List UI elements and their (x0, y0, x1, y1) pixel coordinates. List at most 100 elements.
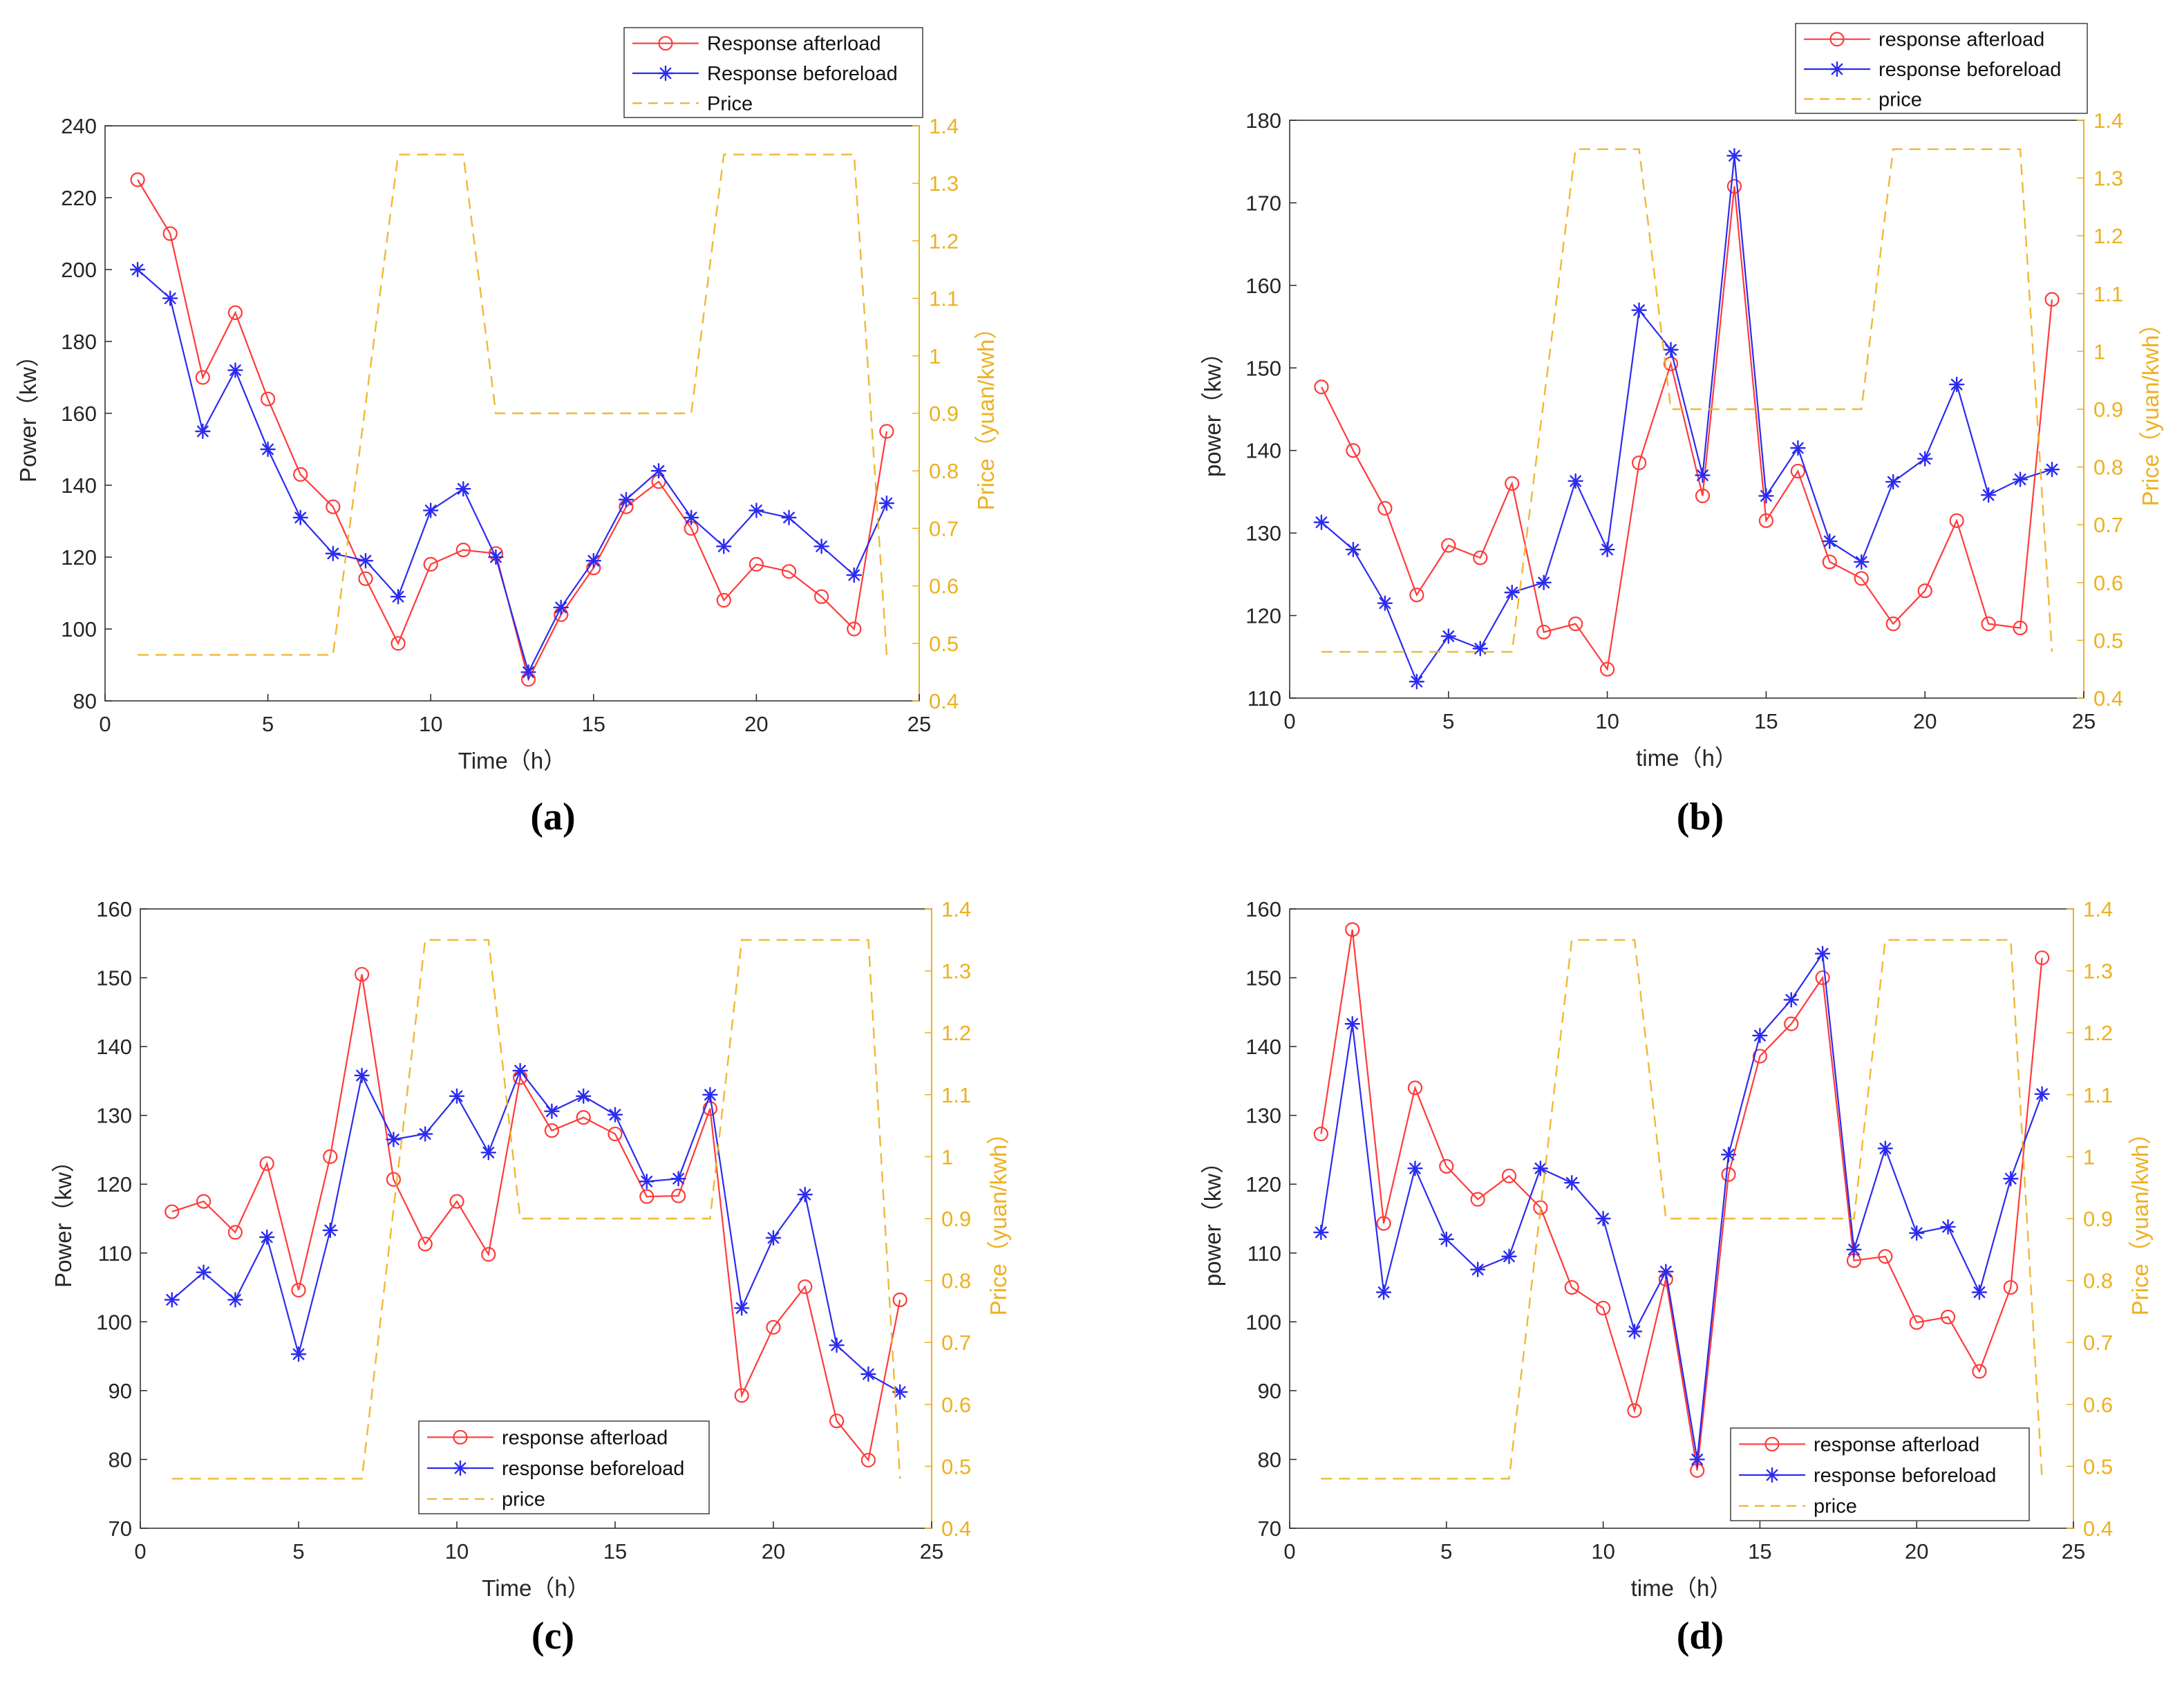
after-series-line (137, 179, 887, 682)
y-tick-label: 180 (1245, 109, 1281, 133)
y-tick-label: 80 (109, 1447, 132, 1472)
after-data-point (1940, 1309, 1956, 1324)
before-data-point (423, 503, 439, 518)
before-data-point (1695, 467, 1711, 483)
after-data-point (196, 1194, 211, 1209)
before-data-point (488, 549, 504, 565)
before-legend-marker (657, 65, 674, 82)
x-tick-label: 10 (445, 1539, 469, 1564)
before-data-point (260, 441, 276, 458)
y2-tick-label: 0.7 (941, 1331, 971, 1355)
before-data-point (1971, 1284, 1988, 1300)
y2-tick-label: 0.6 (2093, 571, 2123, 595)
legend-label: price (1814, 1496, 1857, 1518)
before-data-point (1501, 1248, 1517, 1264)
plot-frame (1289, 120, 2084, 699)
after-data-point (130, 172, 145, 187)
after-series-line (1321, 186, 2053, 672)
y-tick-label: 140 (61, 473, 97, 498)
x-tick-label: 0 (99, 712, 111, 736)
after-data-point (847, 621, 862, 637)
y-tick-label: 120 (1245, 1172, 1281, 1196)
after-data-point (2044, 292, 2060, 307)
y2-tick-label: 0.5 (929, 632, 959, 656)
legend: response afterload response beforeload pri… (1795, 23, 2088, 114)
before-data-point (765, 1230, 782, 1246)
before-data-point (813, 538, 829, 554)
before-series-line (137, 269, 887, 675)
before-data-point (1814, 946, 1831, 961)
after-data-point (716, 592, 731, 608)
before-series-line (171, 1069, 901, 1393)
chart-panel-c: 0 5 10 15 20 25 70 80 90 100 110 120 130 140 150 160 0.4… (50, 897, 1011, 1658)
before-data-point (449, 1088, 465, 1104)
y-tick-label: 90 (1258, 1379, 1281, 1403)
y2-tick-label: 1.1 (941, 1083, 971, 1107)
before-data-point (639, 1174, 655, 1190)
legend-label: response beforeload (1879, 59, 2061, 81)
before-data-point (878, 495, 895, 511)
after-data-point (195, 370, 210, 385)
y-tick-label: 110 (1248, 686, 1281, 711)
x-tick-label: 5 (1442, 709, 1454, 733)
after-series-line (171, 974, 901, 1462)
before-data-point (1752, 1027, 1768, 1044)
x-axis-label: Time（h） (482, 1575, 590, 1601)
x-tick-label: 5 (1440, 1539, 1452, 1564)
y2-tick-label: 1.2 (2093, 224, 2123, 248)
legend: Response afterload Response beforeload Pri… (623, 27, 923, 118)
y-tick-label: 130 (96, 1104, 132, 1128)
x-tick-label: 25 (907, 712, 931, 736)
y-axis-label: power（kw） (1200, 341, 1225, 477)
x-tick-label: 0 (1283, 709, 1295, 733)
before-data-point (860, 1366, 876, 1382)
before-data-point (1344, 1016, 1360, 1032)
y2-tick-label: 1.1 (2083, 1083, 2113, 1107)
y-tick-label: 150 (1245, 966, 1281, 990)
y-tick-label: 160 (1245, 274, 1281, 298)
y-tick-label: 240 (61, 114, 97, 138)
before-data-point (259, 1229, 275, 1246)
after-data-point (1726, 178, 1742, 194)
after-data-point (749, 556, 764, 572)
x-tick-label: 15 (1754, 709, 1778, 733)
after-data-point (1376, 1216, 1391, 1231)
y2-tick-label: 1.3 (2083, 959, 2113, 984)
after-data-point (1313, 1126, 1328, 1142)
chart-panel-d: 0 5 10 15 20 25 70 80 90 100 110 120 130 140 150 160 0.4… (1200, 897, 2153, 1658)
y2-tick-label: 0.6 (2083, 1393, 2113, 1417)
after-data-point (1790, 463, 1805, 479)
before-data-point (227, 362, 243, 378)
before-data-point (1438, 1231, 1455, 1248)
price-line (171, 939, 901, 1480)
y2-tick-label: 1.4 (929, 114, 959, 138)
y2-tick-label: 0.9 (941, 1207, 971, 1231)
after-data-point (417, 1237, 433, 1252)
before-data-point (520, 664, 536, 680)
before-data-point (585, 553, 601, 569)
before-data-point (1720, 1147, 1737, 1163)
before-data-point (325, 545, 341, 561)
before-data-point (164, 1292, 180, 1308)
before-data-point (553, 599, 569, 615)
before-data-point (354, 1067, 370, 1084)
after-data-point (1596, 1300, 1611, 1316)
price-line (1321, 148, 2053, 653)
before-data-point (162, 290, 178, 306)
before-data-point (716, 538, 732, 554)
y-tick-label: 150 (96, 966, 132, 990)
before-data-point (417, 1126, 433, 1142)
before-data-point (607, 1107, 623, 1123)
after-data-point (1822, 554, 1837, 570)
y-tick-label: 70 (1258, 1517, 1281, 1541)
after-data-point (1695, 488, 1711, 504)
before-data-point (650, 463, 667, 479)
after-legend-marker (1829, 32, 1845, 47)
after-legend-marker (453, 1429, 468, 1445)
x-tick-label: 25 (2072, 709, 2096, 733)
y2-tick-label: 0.5 (2093, 628, 2123, 652)
after-data-point (164, 1204, 180, 1219)
y-tick-label: 120 (61, 545, 97, 570)
after-data-point (1441, 538, 1456, 553)
